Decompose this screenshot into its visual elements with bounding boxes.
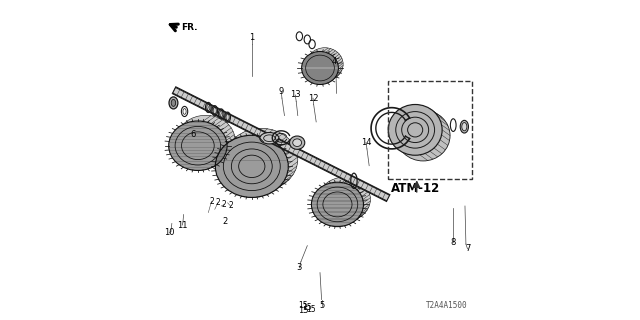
Ellipse shape — [301, 52, 339, 84]
Ellipse shape — [292, 139, 301, 147]
Text: 2: 2 — [228, 202, 233, 211]
Text: T2A4A1500: T2A4A1500 — [426, 301, 468, 310]
Text: FR.: FR. — [181, 23, 198, 32]
Text: 2: 2 — [209, 197, 214, 206]
Text: 15: 15 — [302, 303, 312, 312]
Text: 2: 2 — [216, 198, 220, 207]
Ellipse shape — [312, 182, 364, 227]
Text: 6: 6 — [191, 130, 196, 139]
Ellipse shape — [215, 135, 288, 197]
Text: 15: 15 — [298, 306, 308, 315]
Ellipse shape — [172, 100, 175, 106]
Ellipse shape — [169, 97, 178, 109]
Text: 4: 4 — [332, 57, 337, 66]
Text: 15: 15 — [298, 301, 308, 310]
Ellipse shape — [388, 105, 442, 155]
Text: 10: 10 — [164, 228, 175, 237]
Text: 2: 2 — [222, 217, 227, 226]
Ellipse shape — [319, 177, 371, 221]
Ellipse shape — [260, 132, 279, 144]
Text: 15: 15 — [307, 305, 316, 314]
Text: 13: 13 — [290, 91, 301, 100]
Text: 14: 14 — [361, 138, 371, 147]
Ellipse shape — [462, 123, 467, 131]
Text: 11: 11 — [177, 220, 188, 229]
Ellipse shape — [177, 115, 235, 165]
Polygon shape — [173, 87, 390, 201]
Text: 7: 7 — [465, 244, 470, 253]
Ellipse shape — [225, 128, 298, 190]
Text: 12: 12 — [308, 94, 318, 103]
Text: 9: 9 — [278, 87, 284, 96]
Text: 8: 8 — [451, 238, 456, 247]
Ellipse shape — [289, 136, 305, 149]
Ellipse shape — [396, 110, 450, 161]
Text: 2: 2 — [222, 200, 227, 209]
Ellipse shape — [169, 121, 227, 171]
Ellipse shape — [307, 48, 343, 81]
Text: 3: 3 — [297, 263, 302, 272]
Text: 1: 1 — [249, 33, 255, 42]
Text: ATM-12: ATM-12 — [390, 182, 440, 195]
Text: 5: 5 — [319, 301, 324, 310]
Ellipse shape — [460, 120, 468, 133]
